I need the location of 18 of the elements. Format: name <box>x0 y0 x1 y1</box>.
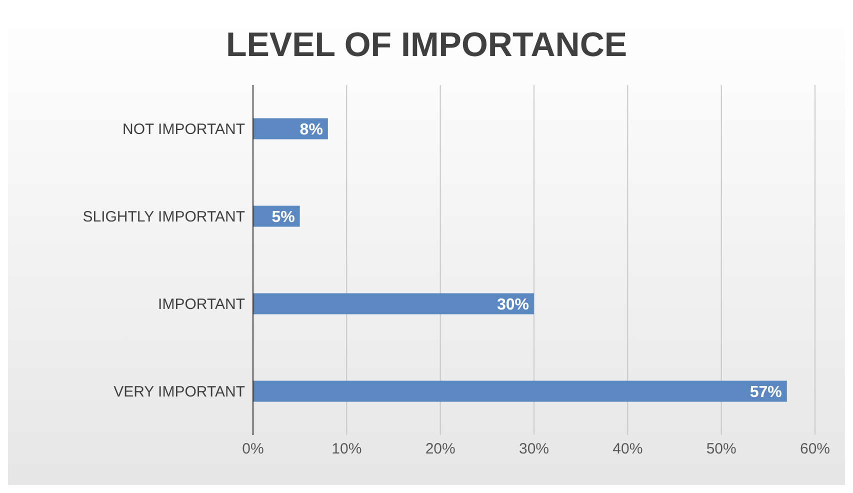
data-label: 5% <box>272 208 295 226</box>
x-tick-label: 20% <box>425 440 456 458</box>
data-label: 57% <box>750 384 782 401</box>
bar <box>253 293 534 314</box>
y-tick-label: VERY IMPORTANT <box>114 384 245 401</box>
y-tick-label: NOT IMPORTANT <box>122 121 245 138</box>
data-label: 30% <box>496 296 529 314</box>
bar <box>253 380 787 402</box>
x-tick-label: 30% <box>518 440 550 458</box>
chart-title: LEVEL OF IMPORTANCE <box>224 25 628 66</box>
x-tick-label: 40% <box>612 440 643 458</box>
data-label: 8% <box>300 121 323 138</box>
x-tick-label: 10% <box>332 440 362 458</box>
y-tick-label: SLIGHTLY IMPORTANT <box>82 208 245 226</box>
x-tick-label: 60% <box>800 440 830 458</box>
x-tick-label: 50% <box>706 440 736 458</box>
y-tick-label: IMPORTANT <box>158 296 245 314</box>
x-tick-label: 0% <box>242 440 264 458</box>
